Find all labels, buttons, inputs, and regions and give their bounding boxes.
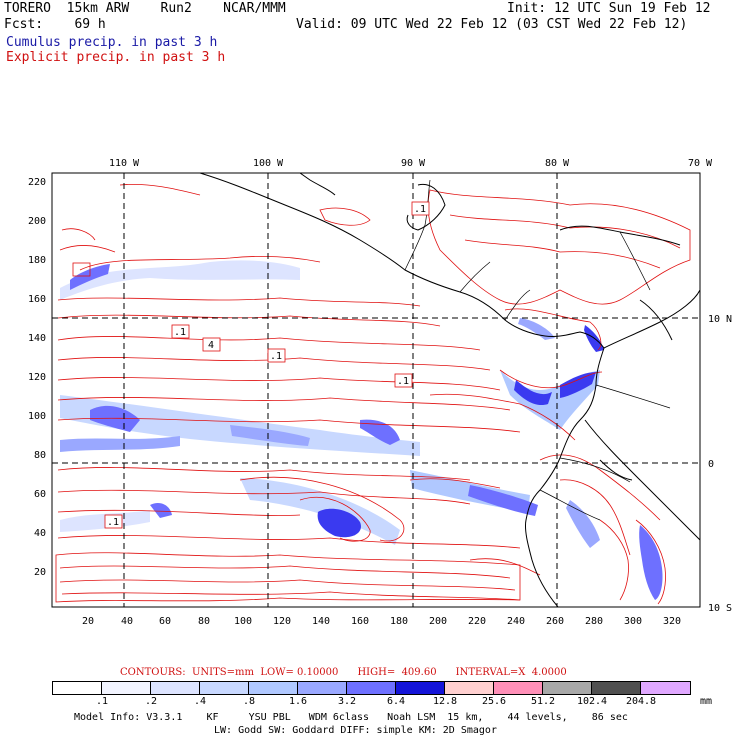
color-swatch <box>445 682 494 694</box>
x-tick: 240 <box>507 616 525 627</box>
cumulus-precip-shading <box>60 260 663 600</box>
lon-label-110w: 110 W <box>109 158 140 169</box>
lat-label-10n: 10 N <box>708 314 732 325</box>
color-swatch <box>641 682 690 694</box>
color-swatch <box>592 682 641 694</box>
contours-info: CONTOURS: UNITS=mm LOW= 0.10000 HIGH= 40… <box>120 667 567 678</box>
x-tick: 260 <box>546 616 564 627</box>
y-tick: 220 <box>28 177 46 188</box>
y-tick: 120 <box>28 372 46 383</box>
x-tick: 200 <box>429 616 447 627</box>
contour-label: .1 <box>174 327 186 338</box>
x-tick: 320 <box>663 616 681 627</box>
lat-label-10s: 10 S <box>708 603 732 614</box>
color-bar <box>52 681 691 695</box>
color-swatch <box>249 682 298 694</box>
physics-info: LW: Godd SW: Goddard DIFF: simple KM: 2D… <box>214 725 497 736</box>
contour-label: 4 <box>208 340 214 351</box>
colorbar-label: .8 <box>242 696 256 707</box>
colorbar-label: 25.6 <box>481 696 507 707</box>
cumulus-label: Cumulus precip. in past 3 h <box>6 35 218 50</box>
y-tick: 100 <box>28 411 46 422</box>
forecast-hour: Fcst: 69 h <box>4 17 106 32</box>
color-swatch <box>298 682 347 694</box>
lon-label-90w: 90 W <box>401 158 426 169</box>
valid-time: Valid: 09 UTC Wed 22 Feb 12 (03 CST Wed … <box>296 17 688 32</box>
x-tick: 300 <box>624 616 642 627</box>
lon-label-80w: 80 W <box>545 158 570 169</box>
y-tick: 80 <box>34 450 46 461</box>
color-swatch <box>200 682 249 694</box>
colorbar-label: 204.8 <box>625 696 657 707</box>
color-swatch <box>347 682 396 694</box>
y-tick: 40 <box>34 528 46 539</box>
plot-frame <box>51 172 701 608</box>
x-tick: 140 <box>312 616 330 627</box>
color-swatch <box>53 682 102 694</box>
colorbar-label: 102.4 <box>576 696 608 707</box>
contour-label: .1 <box>270 351 282 362</box>
colorbar-label: .2 <box>144 696 158 707</box>
x-tick: 280 <box>585 616 603 627</box>
colorbar-label: 12.8 <box>432 696 458 707</box>
colorbar-label: .1 <box>95 696 109 707</box>
x-tick: 180 <box>390 616 408 627</box>
y-tick: 140 <box>28 333 46 344</box>
run-title: TORERO 15km ARW Run2 NCAR/MMM <box>4 1 286 16</box>
x-tick: 80 <box>198 616 210 627</box>
color-swatch <box>396 682 445 694</box>
colorbar-label: 1.6 <box>288 696 308 707</box>
contour-label-group: .1 .1 4 .1 .1 .1 <box>72 201 430 529</box>
y-tick: 180 <box>28 255 46 266</box>
color-swatch <box>151 682 200 694</box>
color-swatch <box>102 682 151 694</box>
colorbar-label: 3.2 <box>337 696 357 707</box>
colorbar-unit: mm <box>700 696 713 707</box>
explicit-label: Explicit precip. in past 3 h <box>6 50 226 65</box>
color-swatch <box>543 682 592 694</box>
lon-label-70w: 70 W <box>688 158 713 169</box>
y-tick: 160 <box>28 294 46 305</box>
y-tick: 200 <box>28 216 46 227</box>
lat-lon-grid <box>52 173 700 607</box>
color-swatch <box>494 682 543 694</box>
lat-label-0: 0 <box>708 459 714 470</box>
x-tick: 220 <box>468 616 486 627</box>
model-info: Model Info: V3.3.1 KF YSU PBL WDM 6class… <box>74 712 628 723</box>
x-tick: 40 <box>121 616 133 627</box>
contour-label: .1 <box>397 376 409 387</box>
country-borders <box>404 179 671 521</box>
colorbar-label: 51.2 <box>530 696 556 707</box>
x-tick: 120 <box>273 616 291 627</box>
explicit-precip-contours <box>55 184 691 605</box>
coastlines <box>199 173 700 607</box>
contour-label: .1 <box>107 517 119 528</box>
x-tick: 60 <box>159 616 171 627</box>
y-tick: 20 <box>34 567 46 578</box>
x-tick: 100 <box>234 616 252 627</box>
lon-label-100w: 100 W <box>253 158 284 169</box>
y-tick: 60 <box>34 489 46 500</box>
init-time: Init: 12 UTC Sun 19 Feb 12 <box>507 1 711 16</box>
precip-map: 110 W 100 W 90 W 80 W 70 W 10 N 0 10 S 2… <box>28 158 732 627</box>
colorbar-label: .4 <box>193 696 207 707</box>
colorbar-label: 6.4 <box>386 696 406 707</box>
x-tick: 20 <box>82 616 94 627</box>
x-tick: 160 <box>351 616 369 627</box>
contour-label: .1 <box>414 204 426 215</box>
